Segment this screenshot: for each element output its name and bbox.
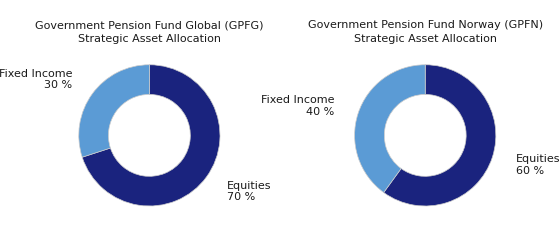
- Wedge shape: [354, 65, 425, 193]
- Title: Government Pension Fund Norway (GPFN)
Strategic Asset Allocation: Government Pension Fund Norway (GPFN) St…: [307, 20, 543, 43]
- Wedge shape: [384, 65, 496, 206]
- Wedge shape: [82, 65, 220, 206]
- Text: Fixed Income
30 %: Fixed Income 30 %: [0, 69, 72, 90]
- Wedge shape: [79, 65, 150, 157]
- Text: Equities
70 %: Equities 70 %: [226, 181, 271, 202]
- Text: Fixed Income
40 %: Fixed Income 40 %: [261, 95, 334, 117]
- Title: Government Pension Fund Global (GPFG)
Strategic Asset Allocation: Government Pension Fund Global (GPFG) St…: [35, 20, 264, 43]
- Text: Equities
60 %: Equities 60 %: [516, 154, 560, 176]
